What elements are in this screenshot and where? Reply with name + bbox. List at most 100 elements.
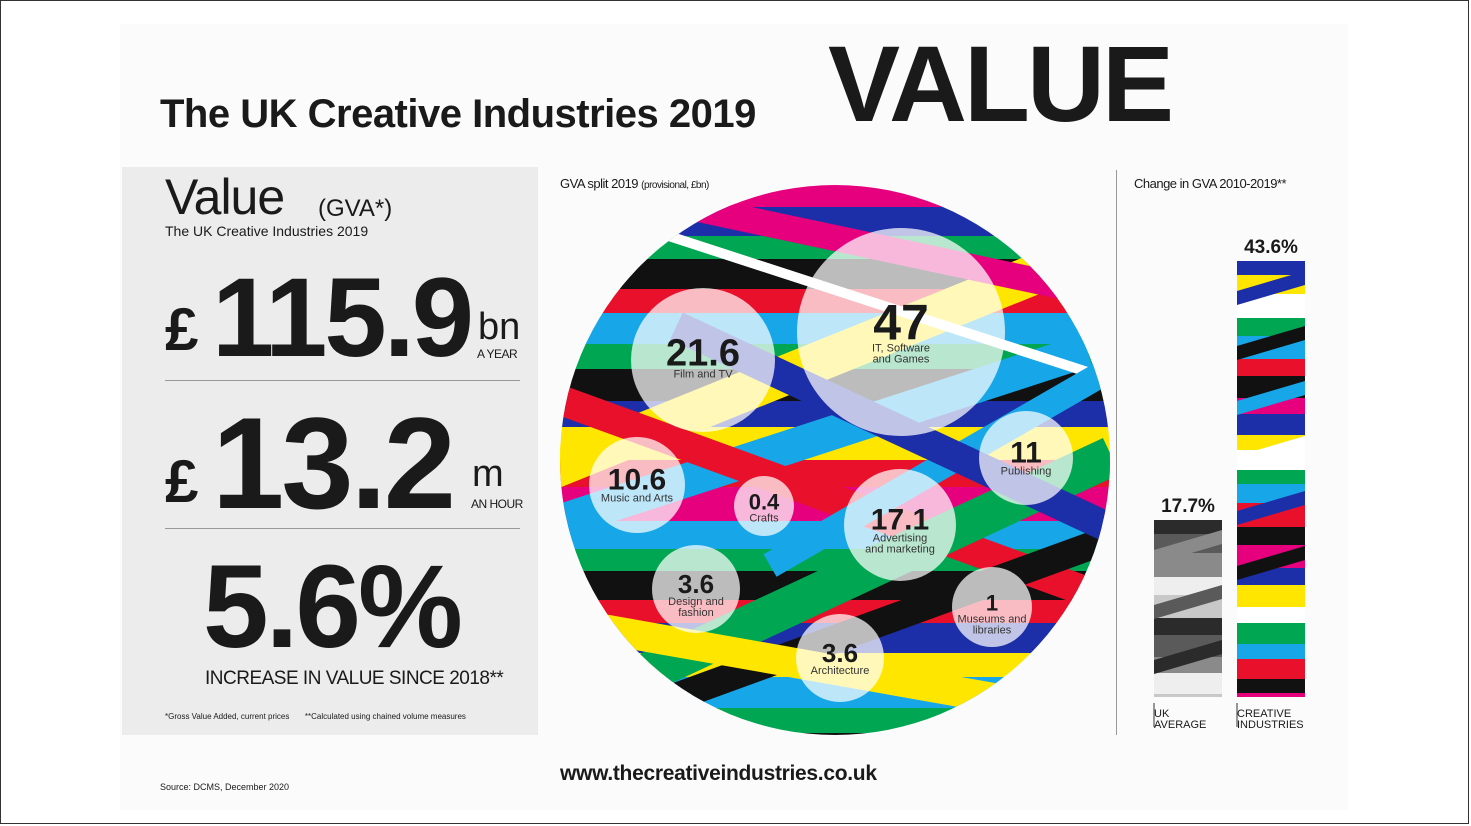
bar-stripe (1237, 693, 1305, 697)
bubble-label: Music and Arts (601, 493, 674, 505)
stat1-caption: A YEAR (477, 347, 518, 361)
bubble-label: Museums and (957, 613, 1026, 625)
bubble-circle (631, 288, 775, 432)
stat2-currency: £ (165, 448, 199, 515)
stat3-caption: INCREASE IN VALUE SINCE 2018** (205, 668, 504, 689)
footnotes: *Gross Value Added, current prices **Cal… (165, 712, 466, 721)
stat2-value: 13.2 (212, 390, 456, 536)
bubble-value: 3.6 (822, 638, 858, 668)
bubble-value: 17.1 (871, 504, 929, 537)
bubble-value: 3.6 (678, 569, 714, 599)
bar-stripe (1237, 261, 1305, 275)
bubble-label: fashion (678, 607, 713, 619)
gva-split-title-text: GVA split 2019 (560, 176, 639, 191)
stripe-diagonal (560, 437, 1110, 735)
value-heading-suffix: (GVA*) (318, 195, 393, 222)
bar-value-label: 43.6% (1244, 237, 1298, 258)
bar-uk-average (1154, 520, 1222, 697)
bubble-value: 10.6 (608, 464, 666, 497)
bubble-circle (797, 228, 1005, 436)
bubble-value: 1 (986, 590, 998, 615)
bubble-circle (796, 614, 884, 702)
bar-diagonal (1237, 546, 1305, 580)
stripe-diagonal (560, 371, 1110, 619)
bar-diagonal (1154, 640, 1222, 674)
bubble-label: and Games (873, 354, 930, 366)
bar-stripe (1237, 585, 1305, 607)
footnote-chained: **Calculated using chained volume measur… (304, 712, 466, 721)
gva-split-title-note: (provisional, £bn) (641, 180, 709, 191)
bar-category-label: INDUSTRIES (1237, 719, 1304, 731)
bar-stripe (1154, 673, 1222, 694)
stat1-currency: £ (165, 296, 199, 363)
bar-stripe (1237, 470, 1305, 484)
stripe-band (560, 708, 1110, 733)
bubble-value: 11 (1010, 437, 1042, 470)
bar-diagonal (1154, 530, 1222, 564)
bar-diagonal (1237, 436, 1305, 470)
page-title-value: VALUE (828, 23, 1174, 144)
bar-stripe (1237, 527, 1305, 545)
bubble-circle (952, 567, 1032, 647)
stripe-band (560, 733, 1110, 735)
bar-stripe (1154, 694, 1222, 697)
change-gva-title: Change in GVA 2010-2019** (1134, 176, 1287, 191)
vertical-divider (1116, 170, 1117, 735)
bar-diagonal (1237, 326, 1305, 360)
bubble-label: Advertising (873, 533, 927, 545)
bar-stripe (1237, 623, 1305, 644)
bar-category-label: CREATIVE (1237, 708, 1291, 720)
bubble-label: libraries (973, 624, 1012, 636)
bar-stripe (1237, 644, 1305, 659)
value-subheading: The UK Creative Industries 2019 (165, 223, 369, 239)
bar-stripe (1237, 679, 1305, 693)
bubble-circle (734, 476, 794, 536)
bubble-label: IT, Software (872, 343, 930, 355)
bar-creative-industries (1237, 261, 1305, 697)
bar-stripe (1237, 414, 1305, 435)
bar-value-label: 17.7% (1161, 496, 1215, 517)
footnote-gva: *Gross Value Added, current prices (165, 712, 290, 721)
bubble-label: and marketing (865, 544, 935, 556)
bar-stripe (1237, 607, 1305, 623)
bar-diagonal (1237, 491, 1305, 525)
bar-diagonal (1154, 585, 1222, 619)
source-note: Source: DCMS, December 2020 (160, 782, 290, 792)
bubble-value: 21.6 (666, 333, 740, 375)
bubble-circle (979, 411, 1073, 505)
stat2-caption: AN HOUR (471, 497, 523, 511)
website-url[interactable]: www.thecreativeindustries.co.uk (560, 762, 877, 785)
bubble-value: 47 (873, 295, 929, 351)
stripe-band (560, 185, 1110, 207)
bar-category-label: AVERAGE (1154, 719, 1206, 731)
bubble-label: Design and (668, 596, 724, 608)
bubble-label: Publishing (1001, 466, 1052, 478)
bar-stripe (1154, 618, 1222, 635)
bar-category-label: UK (1154, 708, 1170, 720)
page-title: The UK Creative Industries 2019 (160, 92, 756, 136)
bubble-circle (652, 545, 740, 633)
bubble-label: Crafts (749, 512, 779, 524)
stat2-unit: m (472, 453, 504, 495)
bar-stripe (1237, 359, 1305, 376)
value-panel (122, 167, 538, 735)
stat1-value: 115.9 (212, 255, 474, 380)
bubble-circle (589, 437, 685, 533)
gva-split-title: GVA split 2019 (provisional, £bn) (560, 176, 709, 191)
stat1-unit: bn (478, 306, 521, 348)
stat3-value: 5.6% (203, 541, 463, 673)
divider-1 (165, 380, 520, 381)
bar-stripe (1237, 659, 1305, 679)
bubble-label: Architecture (811, 665, 870, 677)
bar-stripe (1154, 520, 1222, 534)
